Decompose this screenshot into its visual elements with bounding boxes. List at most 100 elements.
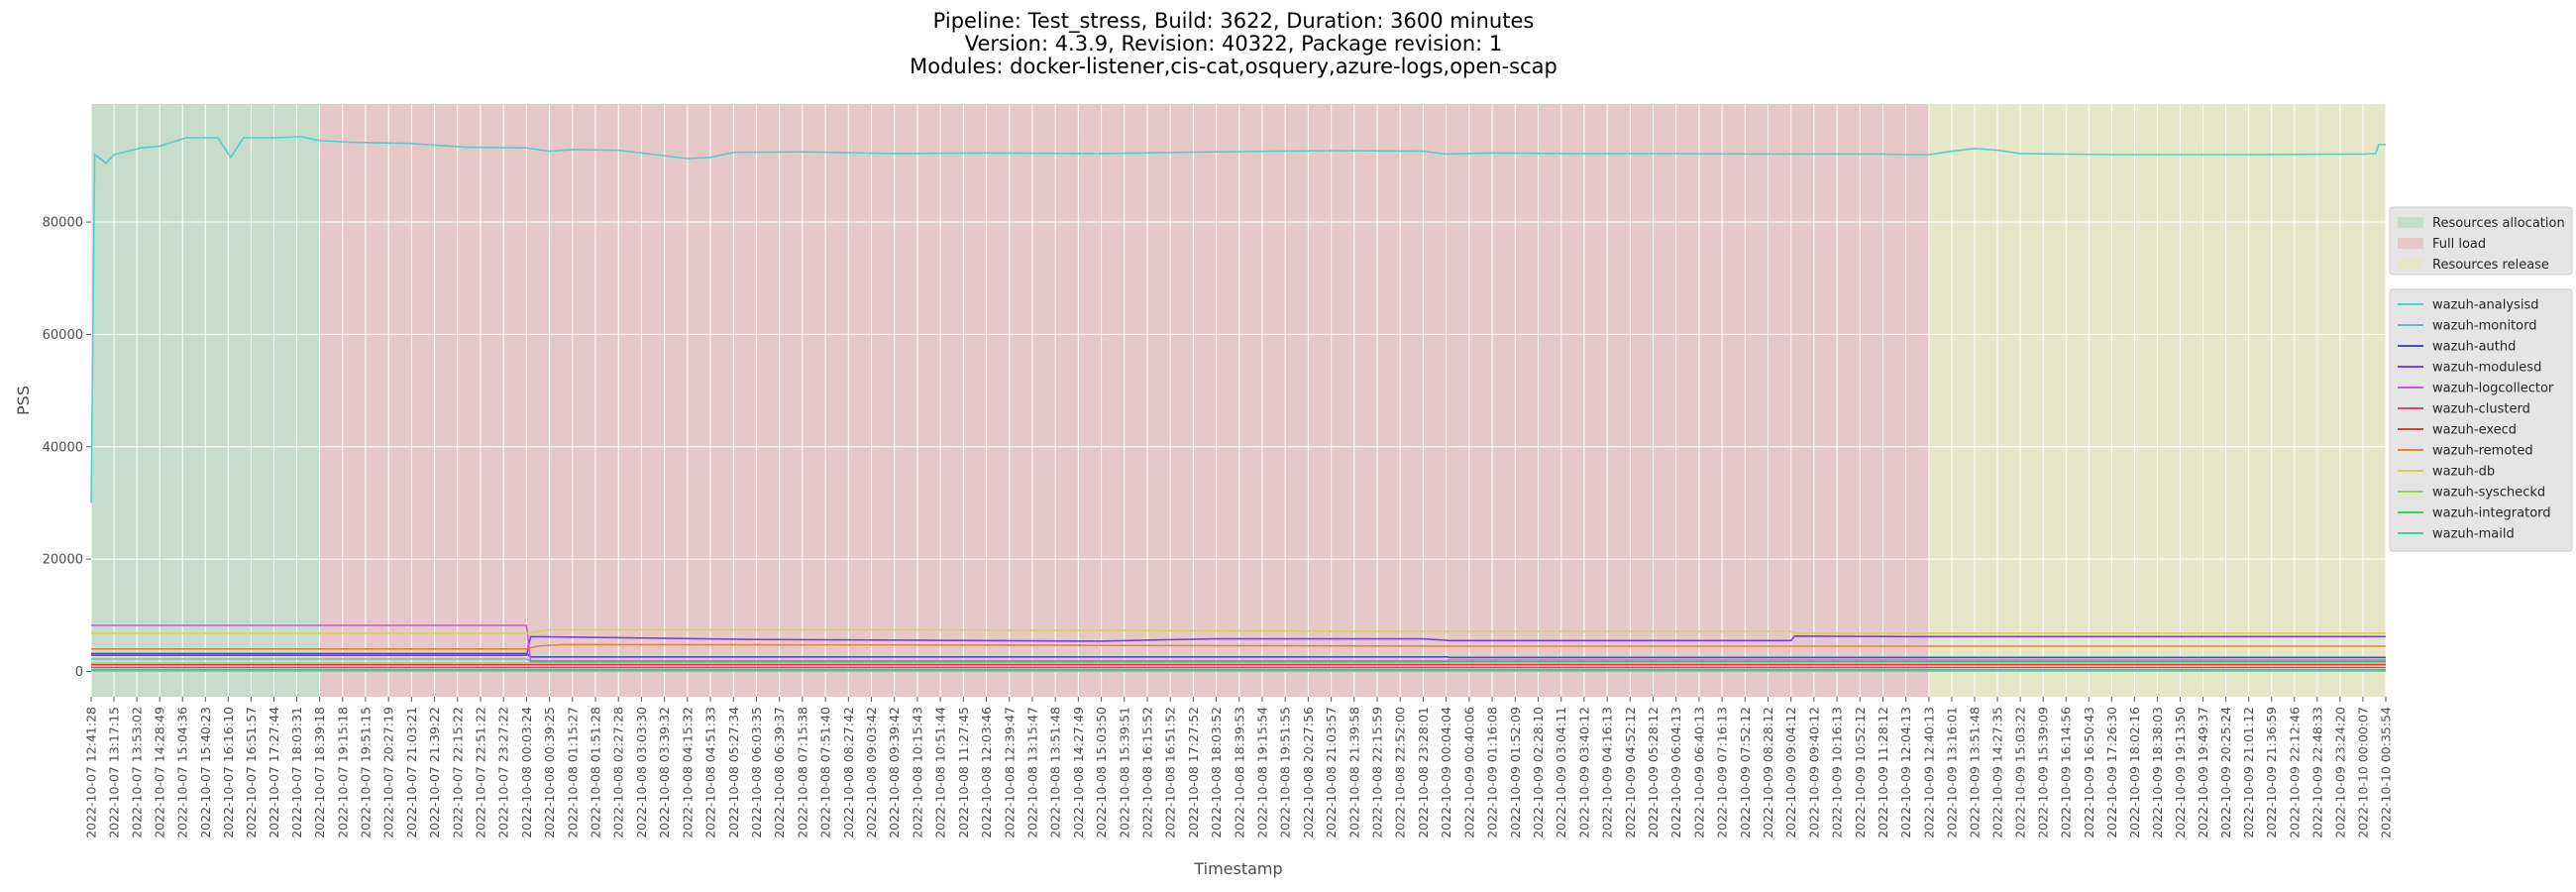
series-legend-label: wazuh-analysisd: [2432, 298, 2538, 313]
x-tick-label: 2022-10-07 18:03:31: [289, 707, 304, 838]
title-line-3: Modules: docker-listener,cis-cat,osquery…: [910, 55, 1557, 78]
x-tick-label: 2022-10-08 21:03:57: [1324, 707, 1339, 838]
y-axis-label: PSS: [14, 386, 33, 415]
x-tick-label: 2022-10-07 13:17:15: [107, 707, 122, 838]
x-tick-label: 2022-10-09 10:52:12: [1853, 707, 1868, 838]
x-tick-label: 2022-10-08 09:03:42: [864, 707, 879, 838]
x-tick-label: 2022-10-09 18:38:03: [2150, 707, 2165, 838]
series-lines: [90, 136, 2386, 672]
x-tick-label: 2022-10-08 00:03:24: [519, 707, 534, 838]
x-tick-label: 2022-10-07 17:27:44: [267, 707, 281, 838]
x-tick-label: 2022-10-08 09:39:42: [887, 707, 902, 838]
series-line-wazuh-db: [91, 628, 2386, 634]
series-legend-label: wazuh-clusterd: [2432, 402, 2530, 417]
y-tick-label: 60000: [43, 328, 83, 343]
x-tick-label: 2022-10-08 06:03:35: [749, 707, 764, 838]
x-tick-label: 2022-10-08 02:27:28: [611, 707, 626, 838]
x-tick-label: 2022-10-09 02:28:10: [1531, 707, 1546, 838]
x-tick-label: 2022-10-09 00:40:06: [1461, 707, 1476, 838]
y-axis: 0 20000 40000 60000 80000: [43, 216, 91, 680]
x-tick-label: 2022-10-07 14:28:49: [153, 707, 167, 838]
series-legend-label: wazuh-modulesd: [2432, 361, 2541, 376]
x-tick-label: 2022-10-09 03:04:11: [1554, 707, 1568, 838]
x-tick-label: 2022-10-08 03:39:32: [657, 707, 672, 838]
x-tick-label: 2022-10-09 14:27:35: [1990, 707, 2005, 838]
x-tick-label: 2022-10-07 20:27:19: [381, 707, 396, 838]
x-tick-label: 2022-10-08 21:39:58: [1346, 707, 1361, 838]
x-tick-label: 2022-10-09 21:36:59: [2264, 707, 2279, 838]
y-tick-label: 0: [75, 665, 83, 680]
x-tick-label: 2022-10-09 13:51:48: [1967, 707, 1982, 838]
x-tick-label: 2022-10-07 22:51:22: [473, 707, 487, 838]
x-tick-label: 2022-10-08 18:03:52: [1209, 707, 1224, 838]
x-tick-label: 2022-10-08 20:27:56: [1301, 707, 1316, 838]
x-tick-label: 2022-10-08 16:51:52: [1163, 707, 1178, 838]
x-tick-label: 2022-10-08 01:15:27: [565, 707, 580, 838]
series-legend-label: wazuh-syscheckd: [2432, 486, 2545, 501]
x-tick-label: 2022-10-08 23:28:01: [1416, 707, 1431, 838]
series-legend-label: wazuh-authd: [2432, 340, 2516, 355]
x-tick-label: 2022-10-08 13:15:47: [1024, 707, 1039, 838]
x-tick-label: 2022-10-09 19:13:50: [2173, 707, 2188, 838]
phase-legend-swatch: [2398, 259, 2423, 270]
phase-bands: [91, 104, 2386, 697]
x-tick-label: 2022-10-07 23:27:22: [496, 707, 511, 838]
x-tick-label: 2022-10-08 13:51:48: [1048, 707, 1063, 838]
series-line-wazuh-remoted: [91, 643, 2386, 650]
x-tick-label: 2022-10-08 19:15:54: [1254, 707, 1269, 838]
x-tick-label: 2022-10-09 09:04:12: [1783, 707, 1798, 838]
x-tick-label: 2022-10-09 23:24:20: [2332, 707, 2347, 838]
x-tick-label: 2022-10-09 18:02:16: [2127, 707, 2142, 838]
x-tick-label: 2022-10-09 04:16:13: [1600, 707, 1615, 838]
phase-legend-label: Resources release: [2432, 258, 2549, 273]
series-line-wazuh-analysisd: [90, 136, 2386, 503]
chart-title: Pipeline: Test_stress, Build: 3622, Dura…: [0, 10, 2467, 78]
x-tick-label: 2022-10-07 16:51:57: [244, 707, 259, 838]
x-tick-label: 2022-10-08 14:27:49: [1071, 707, 1086, 838]
x-tick-label: 2022-10-09 08:28:12: [1761, 707, 1775, 838]
x-tick-label: 2022-10-09 19:49:37: [2196, 707, 2210, 838]
y-tick-label: 80000: [43, 216, 83, 231]
x-tick-label: 2022-10-07 12:41:28: [84, 707, 99, 838]
x-tick-label: 2022-10-08 15:03:50: [1094, 707, 1109, 838]
x-tick-label: 2022-10-07 18:39:18: [312, 707, 327, 838]
x-tick-label: 2022-10-09 09:40:12: [1806, 707, 1821, 838]
x-tick-label: 2022-10-09 06:04:13: [1668, 707, 1683, 838]
x-tick-label: 2022-10-07 16:16:10: [221, 707, 236, 838]
series-legend-frame: [2389, 288, 2573, 552]
x-tick-label: 2022-10-08 06:39:37: [772, 707, 787, 838]
x-tick-label: 2022-10-09 17:26:30: [2104, 707, 2119, 838]
x-tick-label: 2022-10-09 10:16:13: [1830, 707, 1845, 838]
x-tick-label: 2022-10-09 15:03:22: [2013, 707, 2028, 838]
x-tick-label: 2022-10-10 00:00:07: [2355, 707, 2370, 838]
x-tick-label: 2022-10-08 07:15:38: [795, 707, 809, 838]
x-tick-label: 2022-10-09 06:40:13: [1691, 707, 1706, 838]
x-tick-label: 2022-10-08 18:39:53: [1232, 707, 1246, 838]
x-tick-label: 2022-10-07 21:03:21: [404, 707, 419, 838]
x-tick-label: 2022-10-08 00:39:25: [542, 707, 557, 838]
phase-legend-label: Full load: [2432, 237, 2486, 252]
x-tick-label: 2022-10-09 01:16:08: [1485, 707, 1500, 838]
phase-legend: Resources allocation Full load Resources r…: [2389, 206, 2573, 276]
x-tick-label: 2022-10-08 04:51:33: [703, 707, 718, 838]
x-tick-label: 2022-10-08 15:39:51: [1117, 707, 1131, 838]
phase-legend-swatch: [2398, 217, 2423, 228]
x-tick-label: 2022-10-08 22:15:59: [1370, 707, 1385, 838]
series-legend-label: wazuh-remoted: [2432, 444, 2533, 459]
series-legend-label: wazuh-db: [2432, 465, 2495, 480]
x-tick-label: 2022-10-09 11:28:12: [1876, 707, 1890, 838]
x-tick-label: 2022-10-09 07:16:13: [1715, 707, 1730, 838]
x-tick-label: 2022-10-07 19:51:15: [358, 707, 373, 838]
x-tick-label: 2022-10-09 15:39:09: [2036, 707, 2051, 838]
series-legend-label: wazuh-maild: [2432, 527, 2515, 542]
y-tick-label: 40000: [43, 440, 83, 455]
title-line-1: Pipeline: Test_stress, Build: 3622, Dura…: [932, 9, 1535, 33]
x-tick-label: 2022-10-09 21:01:12: [2241, 707, 2256, 838]
x-tick-label: 2022-10-09 22:12:46: [2287, 707, 2302, 838]
x-tick-label: 2022-10-08 12:03:46: [979, 707, 994, 838]
series-legend-label: wazuh-monitord: [2432, 319, 2536, 334]
x-tick-label: 2022-10-08 12:39:47: [1002, 707, 1017, 838]
x-tick-label: 2022-10-09 22:48:33: [2309, 707, 2324, 838]
series-legend-label: wazuh-logcollector: [2432, 382, 2554, 396]
